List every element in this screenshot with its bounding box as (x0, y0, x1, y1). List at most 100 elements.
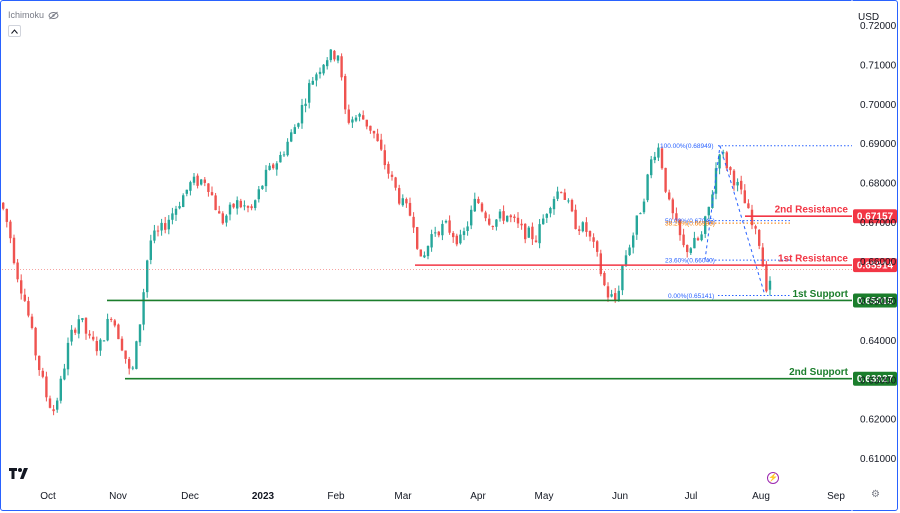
candle-body (153, 230, 156, 241)
y-tick-label: 0.68000 (860, 179, 897, 190)
price-tag[interactable] (853, 293, 897, 308)
candle-body (599, 253, 602, 275)
price-tag[interactable] (853, 209, 897, 224)
candle-body (484, 212, 487, 219)
candle-body (689, 248, 692, 253)
candle-body (239, 200, 242, 208)
candle-body (743, 190, 746, 204)
candle-body (650, 159, 653, 176)
candle-body (455, 235, 458, 245)
y-tick-label: 0.69000 (860, 139, 897, 150)
candle-body (243, 205, 246, 207)
candle-body (376, 133, 379, 142)
candle-body (286, 141, 289, 156)
candle-body (300, 104, 304, 124)
candle-body (675, 213, 678, 221)
y-tick-label: 0.71000 (860, 61, 897, 72)
candle-body (480, 203, 484, 212)
indicator-legend[interactable]: Ichimoku (8, 10, 59, 20)
x-tick-label: Jul (685, 491, 698, 502)
candle-body (581, 222, 584, 232)
gear-icon[interactable]: ⚙ (871, 489, 880, 500)
candle-body (657, 147, 660, 158)
price-tag-label[interactable]: 0.67157 (857, 212, 894, 223)
candle-body (671, 199, 674, 214)
candle-body (574, 209, 577, 230)
price-tag-label[interactable]: 0.63027 (857, 374, 894, 385)
candle-body (578, 229, 581, 231)
indicator-label[interactable]: Ichimoku (8, 10, 45, 20)
candle-body (329, 49, 332, 61)
candle-body (610, 294, 613, 297)
candle-body (268, 165, 271, 171)
price-tag[interactable] (853, 258, 897, 273)
candle-body (128, 359, 131, 369)
candle-body (754, 226, 757, 229)
candle-body (135, 341, 138, 369)
candle-body (531, 226, 534, 240)
candle-body (570, 199, 574, 212)
price-axis[interactable]: 0.72000 0.71000 0.70000 0.69000 0.68000 0.670… (860, 21, 897, 465)
candle-body (516, 217, 520, 224)
y-tick-label: 0.62000 (860, 415, 897, 426)
candle-body (700, 234, 703, 241)
candle-body (542, 218, 545, 225)
candle-body (23, 294, 26, 301)
price-tag[interactable] (853, 371, 897, 386)
fib-trend-line (719, 145, 766, 296)
candle-body (549, 207, 552, 214)
fib-level-label: 23.60%(0.66040) (665, 258, 715, 265)
candle-body (398, 188, 401, 204)
candle-body (722, 152, 725, 154)
candle-body (59, 378, 62, 401)
level-name-label: 2nd Resistance (775, 205, 849, 216)
candle-body (477, 198, 480, 204)
candle-body (768, 280, 772, 290)
candle-body (448, 220, 451, 233)
candle-body (686, 245, 689, 253)
candle-body (164, 223, 167, 230)
fibonacci-retracement: 100.00%(0.68949) 50.00%(0.67045)38.20%(0.… (660, 143, 852, 300)
candle-body (84, 317, 88, 334)
candle-body (470, 209, 473, 226)
candle-body (459, 234, 462, 244)
lightning-icon[interactable]: ⚡ (767, 472, 779, 484)
candle-body (621, 265, 624, 291)
level-name-label: 1st Support (792, 289, 848, 300)
candle-body (567, 200, 570, 202)
candle-body (16, 262, 19, 280)
candle-body (106, 318, 109, 341)
chevron-up-icon[interactable] (8, 25, 21, 37)
candle-body (423, 255, 426, 258)
time-axis[interactable]: Oct Nov Dec 2023 Feb Mar Apr May Jun Jul Aug Sep (40, 491, 845, 502)
candle-body (466, 226, 469, 231)
candle-body (387, 163, 390, 174)
candle-body (221, 213, 224, 224)
candle-body (729, 167, 732, 171)
candle-body (290, 132, 293, 142)
candle-body (408, 202, 412, 216)
price-tag-label[interactable]: 0.65015 (857, 296, 894, 307)
y-tick-label: 0.67000 (860, 218, 897, 229)
candle-body (351, 119, 354, 123)
y-tick-label: 0.66000 (860, 257, 897, 268)
candle-body (495, 219, 498, 227)
candle-body (462, 231, 466, 236)
candle-body (740, 180, 743, 190)
candle-body (624, 255, 628, 265)
candle-body (200, 179, 203, 185)
candle-body (110, 318, 113, 320)
eye-crossed-icon[interactable] (48, 11, 59, 20)
tradingview-logo-icon[interactable] (9, 466, 29, 482)
candle-body (2, 202, 5, 209)
currency-label[interactable]: USD (858, 12, 880, 23)
candle-body (527, 227, 530, 238)
candle-body (534, 240, 538, 242)
candle-body (502, 211, 505, 221)
candle-body (707, 206, 710, 216)
candle-body (693, 237, 696, 249)
candle-body (430, 234, 433, 248)
candle-body (12, 237, 16, 264)
price-tag-label[interactable]: 0.65914 (857, 261, 894, 272)
